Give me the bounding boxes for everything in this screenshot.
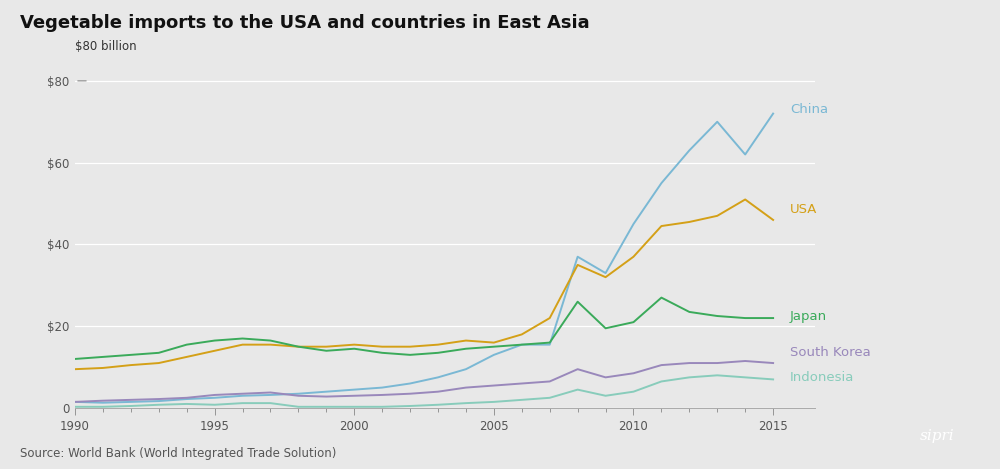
Text: China: China: [790, 103, 828, 116]
Text: Indonesia: Indonesia: [790, 371, 854, 384]
Text: South Korea: South Korea: [790, 346, 871, 359]
Text: $80 billion: $80 billion: [75, 39, 137, 53]
Text: Source: World Bank (World Integrated Trade Solution): Source: World Bank (World Integrated Tra…: [20, 446, 336, 460]
Text: USA: USA: [790, 203, 817, 216]
Text: Japan: Japan: [790, 310, 827, 323]
Text: sipri: sipri: [920, 429, 955, 443]
Text: Vegetable imports to the USA and countries in East Asia: Vegetable imports to the USA and countri…: [20, 14, 590, 32]
